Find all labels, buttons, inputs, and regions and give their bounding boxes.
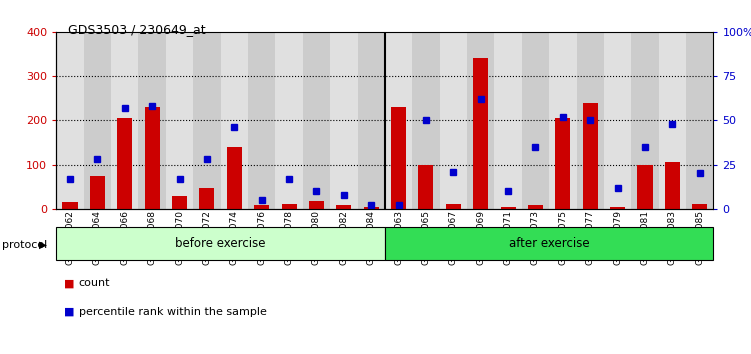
Text: GDS3503 / 230649_at: GDS3503 / 230649_at bbox=[68, 23, 205, 36]
Bar bbox=[227, 147, 242, 209]
Bar bbox=[282, 204, 297, 209]
Bar bbox=[692, 204, 707, 209]
Bar bbox=[549, 32, 577, 209]
Text: ■: ■ bbox=[64, 307, 74, 316]
Text: ■: ■ bbox=[64, 278, 74, 288]
Bar bbox=[391, 107, 406, 209]
Bar bbox=[638, 165, 653, 209]
Bar bbox=[439, 32, 467, 209]
Bar bbox=[583, 103, 598, 209]
Text: protocol: protocol bbox=[2, 240, 47, 250]
Bar bbox=[172, 196, 187, 209]
Bar bbox=[221, 32, 248, 209]
Bar bbox=[56, 227, 385, 260]
Bar bbox=[193, 32, 221, 209]
Bar bbox=[303, 32, 330, 209]
Bar bbox=[473, 58, 488, 209]
Bar bbox=[528, 205, 543, 209]
Bar bbox=[659, 32, 686, 209]
Bar bbox=[494, 32, 522, 209]
Bar bbox=[610, 207, 625, 209]
Bar bbox=[555, 118, 571, 209]
Bar bbox=[604, 32, 632, 209]
Bar bbox=[138, 32, 166, 209]
Bar bbox=[686, 32, 713, 209]
Text: percentile rank within the sample: percentile rank within the sample bbox=[79, 307, 267, 316]
Bar bbox=[632, 32, 659, 209]
Bar bbox=[248, 32, 276, 209]
Bar bbox=[330, 32, 357, 209]
Bar bbox=[665, 162, 680, 209]
Bar bbox=[336, 205, 351, 209]
Bar bbox=[418, 165, 433, 209]
Bar bbox=[446, 204, 461, 209]
Text: count: count bbox=[79, 278, 110, 288]
Bar bbox=[385, 227, 713, 260]
Bar bbox=[199, 188, 215, 209]
Bar bbox=[385, 32, 412, 209]
Bar bbox=[276, 32, 303, 209]
Bar bbox=[62, 202, 77, 209]
Bar bbox=[83, 32, 111, 209]
Bar bbox=[412, 32, 439, 209]
Bar bbox=[90, 176, 105, 209]
Bar bbox=[501, 207, 516, 209]
Bar bbox=[309, 201, 324, 209]
Bar bbox=[145, 107, 160, 209]
Text: after exercise: after exercise bbox=[509, 237, 590, 250]
Bar bbox=[467, 32, 494, 209]
Bar bbox=[166, 32, 193, 209]
Bar bbox=[357, 32, 385, 209]
Bar bbox=[577, 32, 604, 209]
Bar bbox=[363, 207, 379, 209]
Bar bbox=[111, 32, 138, 209]
Bar bbox=[254, 205, 269, 209]
Bar bbox=[522, 32, 549, 209]
Text: before exercise: before exercise bbox=[175, 237, 266, 250]
Bar bbox=[117, 118, 132, 209]
Bar bbox=[56, 32, 83, 209]
Text: ▶: ▶ bbox=[39, 240, 47, 250]
